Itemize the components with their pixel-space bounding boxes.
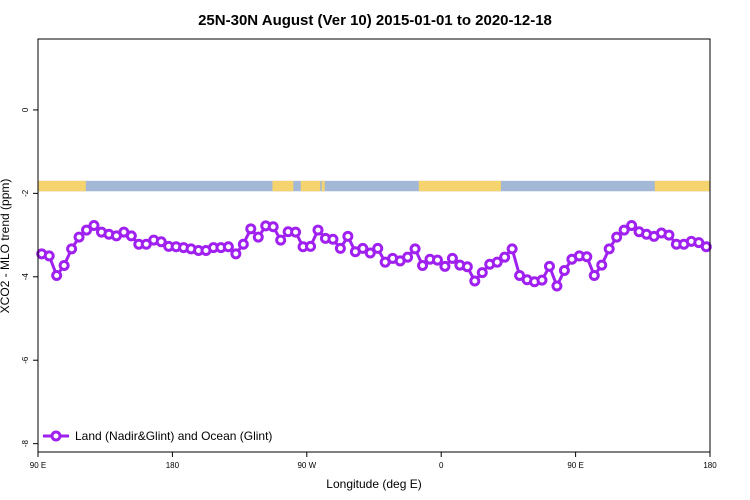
land-segment xyxy=(321,180,325,192)
data-point xyxy=(334,242,346,254)
x-axis: 90 E 180 90 W 0 90 E 180 xyxy=(30,452,717,470)
y-tick-label: -4 xyxy=(21,273,30,281)
data-point xyxy=(618,224,630,236)
data-point xyxy=(536,274,548,286)
data-point xyxy=(88,219,100,231)
data-point xyxy=(222,241,234,253)
y-axis: 0 -2 -4 -6 -8 xyxy=(21,107,38,447)
data-point xyxy=(543,260,555,272)
y-tick-label: 0 xyxy=(21,107,30,112)
x-tick-label: 180 xyxy=(703,461,717,470)
x-axis-label: Longitude (deg E) xyxy=(326,477,421,491)
data-point xyxy=(558,265,570,277)
land-segment xyxy=(418,180,501,192)
data-point xyxy=(58,260,70,272)
data-point xyxy=(499,251,511,263)
data-point xyxy=(312,224,324,236)
data-point xyxy=(626,219,638,231)
data-point xyxy=(237,238,249,250)
data-point xyxy=(73,231,85,243)
data-point xyxy=(372,242,384,254)
data-point xyxy=(357,242,369,254)
x-tick-label: 90 W xyxy=(297,461,316,470)
data-point xyxy=(125,230,137,242)
series-points xyxy=(36,219,712,292)
ocean-band xyxy=(38,180,710,192)
data-point xyxy=(603,243,615,255)
data-point xyxy=(596,259,608,271)
data-point xyxy=(305,240,317,252)
data-point xyxy=(275,234,287,246)
legend-marker-swatch xyxy=(50,430,62,442)
land-segment xyxy=(272,180,294,192)
data-point xyxy=(581,251,593,263)
data-point xyxy=(588,270,600,282)
data-point xyxy=(252,231,264,243)
data-point xyxy=(245,223,257,235)
data-point xyxy=(43,250,55,262)
y-tick-label: -2 xyxy=(21,189,30,197)
data-point xyxy=(469,275,481,287)
data-point xyxy=(700,241,712,253)
data-point xyxy=(491,256,503,268)
data-point xyxy=(364,247,376,259)
land-segment xyxy=(300,180,321,192)
legend-entry-label: Land (Nadir&Glint) and Ocean (Glint) xyxy=(75,429,272,443)
land-segment xyxy=(654,180,710,192)
data-point xyxy=(663,229,675,241)
land-segment xyxy=(38,180,86,192)
data-point xyxy=(611,231,623,243)
data-point xyxy=(342,230,354,242)
data-point xyxy=(81,224,93,236)
data-point xyxy=(409,243,421,255)
data-point xyxy=(417,260,429,272)
data-point xyxy=(51,270,63,282)
data-point xyxy=(461,261,473,273)
x-tick-label: 0 xyxy=(439,461,444,470)
land-ocean-mask xyxy=(38,180,710,192)
data-point xyxy=(290,226,302,238)
x-tick-label: 90 E xyxy=(30,461,46,470)
data-point xyxy=(402,251,414,263)
y-tick-label: -8 xyxy=(21,440,30,448)
data-point xyxy=(66,243,78,255)
data-point xyxy=(506,243,518,255)
x-tick-label: 180 xyxy=(166,461,180,470)
data-point xyxy=(551,280,563,292)
y-tick-label: -6 xyxy=(21,356,30,364)
data-point xyxy=(446,252,458,264)
data-point xyxy=(439,260,451,272)
data-point xyxy=(476,267,488,279)
data-point xyxy=(155,236,167,248)
chart-title: 25N-30N August (Ver 10) 2015-01-01 to 20… xyxy=(198,12,552,29)
x-tick-label: 90 E xyxy=(567,461,583,470)
data-point xyxy=(431,254,443,266)
legend: Land (Nadir&Glint) and Ocean (Glint) xyxy=(43,429,272,443)
data-point xyxy=(230,248,242,260)
y-axis-label: XCO2 - MLO trend (ppm) xyxy=(0,179,12,314)
data-point xyxy=(327,233,339,245)
data-point xyxy=(267,221,279,233)
plot-border xyxy=(37,38,711,453)
